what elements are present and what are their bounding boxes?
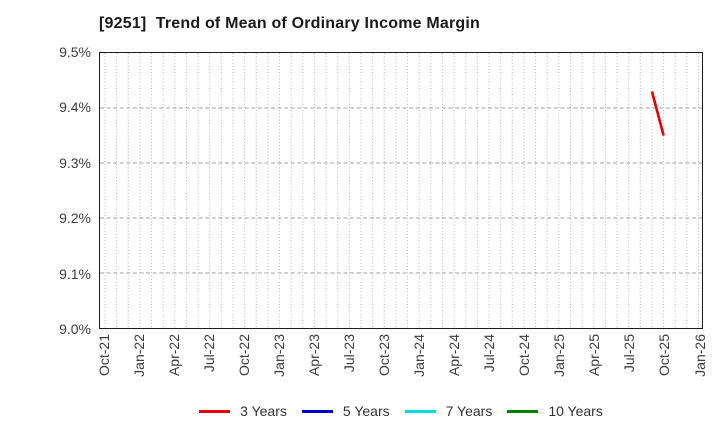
- x-tick-label: Oct-25: [656, 334, 673, 377]
- legend-color-line: [199, 409, 231, 413]
- series-line-3-years: [650, 91, 665, 136]
- legend: 3 Years 5 Years 7 Years 10 Years: [99, 403, 703, 419]
- legend-item-3-years: 3 Years: [199, 403, 287, 419]
- chart-title: [9251] Trend of Mean of Ordinary Income …: [99, 15, 481, 32]
- x-tick-label: Apr-22: [166, 334, 183, 377]
- x-tick-label: Oct-22: [236, 334, 253, 377]
- x-tick-label: Apr-25: [586, 334, 603, 377]
- x-tick-label: Apr-24: [446, 334, 463, 377]
- legend-color-line: [301, 409, 333, 413]
- x-tick-label: Oct-23: [376, 334, 393, 377]
- y-tick-label: 9.4%: [59, 99, 91, 116]
- x-tick-label: Oct-24: [516, 334, 533, 377]
- legend-item-7-years: 7 Years: [404, 403, 493, 419]
- y-tick-label: 9.5%: [59, 44, 91, 60]
- y-tick-label: 9.1%: [59, 265, 91, 282]
- legend-color-line: [404, 409, 436, 413]
- legend-label: 7 Years: [445, 403, 493, 419]
- y-tick-label: 9.0%: [59, 321, 91, 337]
- x-tick-label: Oct-21: [96, 334, 112, 377]
- plot-canvas: [100, 53, 702, 328]
- x-tick-label: Jan-22: [131, 334, 148, 377]
- legend-label: 10 Years: [548, 403, 603, 419]
- legend-label: 5 Years: [342, 403, 390, 419]
- legend-label: 3 Years: [240, 403, 287, 419]
- legend-color-line: [507, 409, 539, 413]
- x-tick-label: Jul-25: [621, 334, 638, 373]
- x-tick-label: Jan-25: [551, 334, 568, 377]
- x-tick-label: Apr-23: [306, 334, 323, 377]
- x-tick-label: Jul-22: [201, 334, 218, 373]
- x-tick-label: Jul-23: [341, 334, 358, 373]
- x-tick-label: Jan-24: [411, 334, 428, 377]
- y-tick-label: 9.3%: [59, 154, 91, 171]
- legend-item-10-years: 10 Years: [507, 403, 603, 419]
- x-tick-label: Jul-24: [481, 334, 498, 373]
- legend-item-5-years: 5 Years: [301, 403, 390, 419]
- x-tick-label: Jan-23: [271, 334, 288, 377]
- plot-area: [99, 52, 703, 329]
- x-tick-label: Jan-26: [691, 334, 708, 377]
- y-tick-label: 9.2%: [59, 210, 91, 227]
